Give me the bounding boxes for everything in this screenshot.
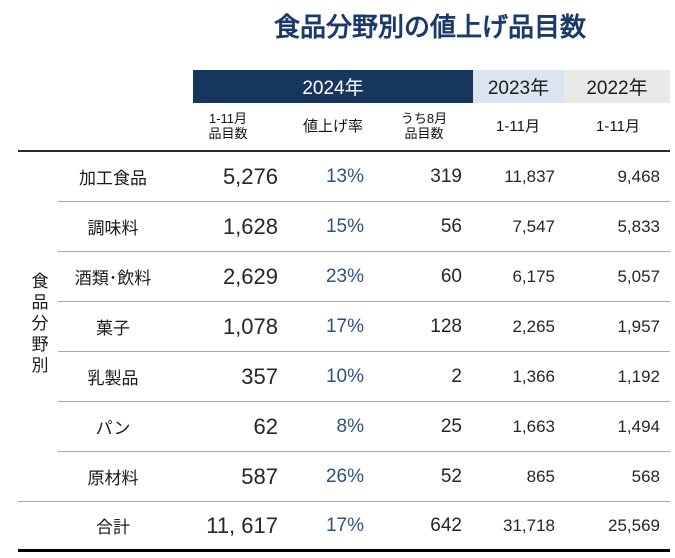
cell-2022-count: 9,468 (566, 151, 670, 202)
cell-2022-count: 1,957 (566, 301, 670, 352)
cell-total-2023-count: 31,718 (470, 501, 566, 552)
cell-2023-count: 7,547 (470, 201, 566, 252)
cell-2022-count: 5,833 (566, 201, 670, 252)
year-header-band: 2024年 2023年 2022年 (193, 70, 675, 103)
cell-2023-count: 865 (470, 451, 566, 502)
infographic-page: 食品分野別の値上げ品目数 2024年 2023年 2022年 1-11月 品目数… (0, 12, 675, 558)
year-band-2022: 2022年 (564, 70, 670, 103)
table-row: パン 62 8% 25 1,663 1,494 (18, 401, 670, 452)
cell-august-count: 128 (378, 301, 470, 352)
cell-category: 乳製品 (58, 351, 168, 402)
cell-rate: 13% (288, 151, 378, 202)
cell-category: 調味料 (58, 201, 168, 252)
year-band-2023: 2023年 (473, 70, 564, 103)
cell-2022-count: 1,494 (566, 401, 670, 452)
table-row: 乳製品 357 10% 2 1,366 1,192 (18, 351, 670, 402)
cell-rate: 26% (288, 451, 378, 502)
total-row: 合計 11, 617 17% 642 31,718 25,569 (18, 501, 670, 552)
cell-2024-count: 2,629 (168, 251, 288, 302)
cell-2023-count: 11,837 (470, 151, 566, 202)
subheader-2023: 1-11月 (470, 103, 566, 152)
table-row: 原材料 587 26% 52 865 568 (18, 451, 670, 502)
cell-2022-count: 1,192 (566, 351, 670, 402)
cell-2023-count: 1,366 (470, 351, 566, 402)
cell-category: 酒類･飲料 (58, 251, 168, 302)
cell-rate: 17% (288, 301, 378, 352)
cell-august-count: 52 (378, 451, 470, 502)
cell-rate: 15% (288, 201, 378, 252)
subheader-count-2024: 1-11月 品目数 (168, 103, 288, 152)
cell-2024-count: 1,078 (168, 301, 288, 352)
cell-category: パン (58, 401, 168, 452)
cell-2023-count: 1,663 (470, 401, 566, 452)
subheader-2022: 1-11月 (566, 103, 670, 152)
cell-total-label: 合計 (58, 501, 168, 552)
cell-august-count: 60 (378, 251, 470, 302)
cell-2024-count: 587 (168, 451, 288, 502)
cell-2023-count: 6,175 (470, 251, 566, 302)
cell-2024-count: 62 (168, 401, 288, 452)
cell-august-count: 2 (378, 351, 470, 402)
table-row: 酒類･飲料 2,629 23% 60 6,175 5,057 (18, 251, 670, 302)
cell-total-2022-count: 25,569 (566, 501, 670, 552)
price-increase-table: 1-11月 品目数 値上げ率 うち8月 品目数 1-11月 1-11月 食品分野… (18, 103, 670, 552)
cell-2024-count: 1,628 (168, 201, 288, 252)
cell-category: 加工食品 (58, 151, 168, 202)
subheader-august: うち8月 品目数 (378, 103, 470, 152)
total-spacer (18, 501, 58, 552)
cell-2024-count: 357 (168, 351, 288, 402)
cell-2022-count: 5,057 (566, 251, 670, 302)
table-row: 食品分野別 加工食品 5,276 13% 319 11,837 9,468 (18, 151, 670, 502)
cell-category: 原材料 (58, 451, 168, 502)
cell-category: 菓子 (58, 301, 168, 352)
group-label-vertical: 食品分野別 (18, 151, 58, 502)
cell-rate: 8% (288, 401, 378, 452)
subheader-spacer (18, 103, 168, 152)
cell-2024-count: 5,276 (168, 151, 288, 202)
subheader-row: 1-11月 品目数 値上げ率 うち8月 品目数 1-11月 1-11月 (18, 103, 670, 152)
cell-2022-count: 568 (566, 451, 670, 502)
cell-total-2024-count: 11, 617 (168, 501, 288, 552)
table-row: 菓子 1,078 17% 128 2,265 1,957 (18, 301, 670, 352)
cell-rate: 10% (288, 351, 378, 402)
cell-august-count: 56 (378, 201, 470, 252)
subheader-rate: 値上げ率 (288, 103, 378, 152)
cell-rate: 23% (288, 251, 378, 302)
cell-total-august-count: 642 (378, 501, 470, 552)
page-title: 食品分野別の値上げ品目数 (273, 12, 586, 42)
year-band-2024: 2024年 (193, 70, 473, 103)
cell-total-rate: 17% (288, 501, 378, 552)
cell-august-count: 25 (378, 401, 470, 452)
cell-2023-count: 2,265 (470, 301, 566, 352)
cell-august-count: 319 (378, 151, 470, 202)
table-row: 調味料 1,628 15% 56 7,547 5,833 (18, 201, 670, 252)
